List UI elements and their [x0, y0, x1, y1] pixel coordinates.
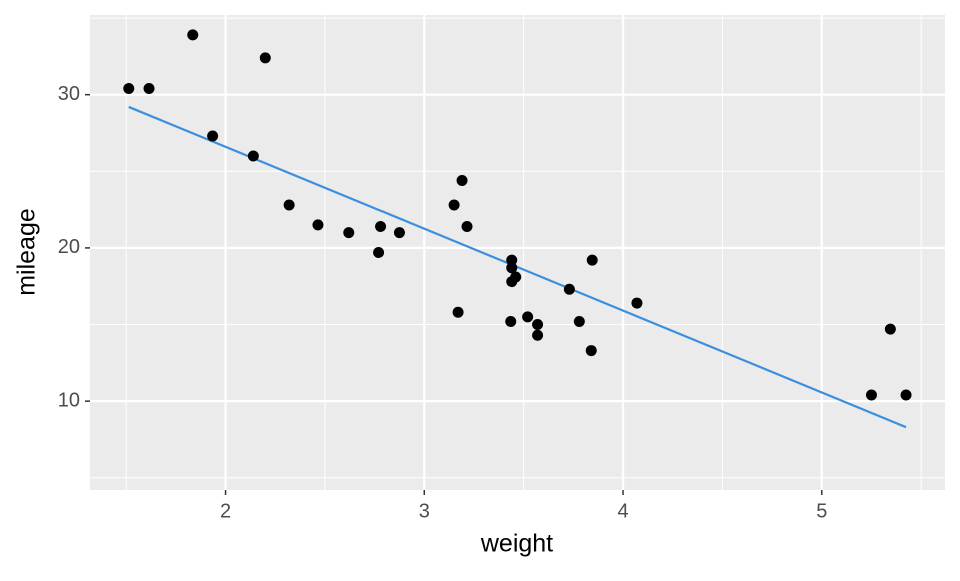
- point: [532, 319, 544, 331]
- x-tick-label: 4: [617, 500, 628, 522]
- point: [187, 29, 199, 41]
- point: [585, 345, 597, 357]
- point: [448, 199, 460, 211]
- point: [393, 227, 405, 239]
- point: [506, 254, 518, 266]
- point: [143, 83, 155, 95]
- point: [506, 262, 518, 274]
- x-tick-label: 2: [220, 500, 231, 522]
- point: [884, 323, 896, 335]
- point: [207, 130, 219, 142]
- x-tick-label: 5: [816, 500, 827, 522]
- point: [532, 329, 544, 341]
- point: [247, 150, 259, 162]
- point: [259, 52, 271, 64]
- point: [900, 389, 912, 401]
- point: [563, 283, 575, 295]
- point: [506, 276, 518, 288]
- point: [373, 247, 385, 258]
- x-tick-label: 3: [419, 500, 430, 522]
- point: [865, 389, 877, 401]
- y-axis-title: mileage: [13, 208, 41, 296]
- y-tick-label: 20: [58, 236, 80, 258]
- point: [452, 306, 464, 318]
- point: [123, 83, 135, 95]
- point: [456, 174, 468, 186]
- point: [631, 297, 643, 309]
- point: [505, 315, 517, 327]
- point: [586, 254, 598, 266]
- x-axis-title: weight: [480, 530, 553, 558]
- y-tick-label: 30: [58, 83, 80, 105]
- point: [283, 199, 295, 211]
- point: [375, 220, 387, 232]
- trend-line: [128, 105, 907, 429]
- point: [522, 311, 534, 323]
- point: [343, 227, 355, 239]
- y-tick-label: 10: [58, 389, 80, 411]
- panel: [90, 15, 945, 490]
- point: [573, 315, 585, 327]
- point: [312, 219, 324, 231]
- point: [461, 220, 473, 232]
